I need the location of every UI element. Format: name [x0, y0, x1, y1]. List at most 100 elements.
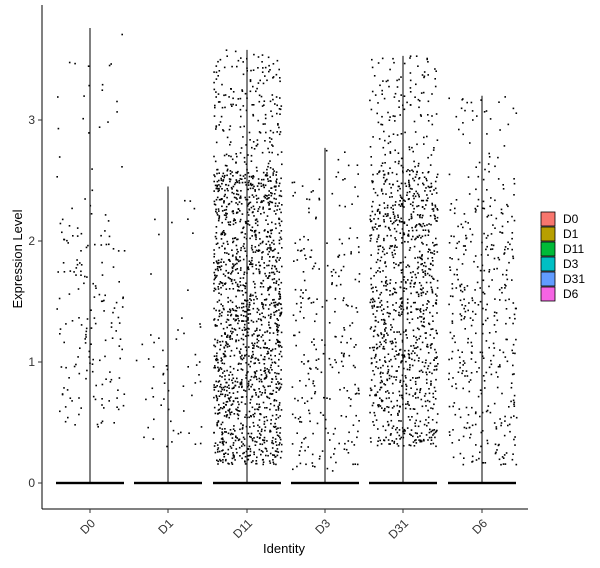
data-point: [303, 354, 305, 356]
data-point: [274, 450, 277, 452]
data-point: [277, 205, 279, 207]
data-point: [249, 450, 252, 453]
data-point: [415, 276, 417, 279]
data-point: [389, 152, 392, 154]
data-point: [242, 61, 244, 63]
data-point: [415, 377, 417, 379]
data-point: [394, 220, 397, 222]
data-point: [393, 96, 396, 98]
data-point: [512, 255, 514, 258]
data-point: [393, 227, 396, 230]
data-point: [308, 378, 310, 381]
data-point: [416, 192, 419, 195]
data-point: [476, 371, 478, 373]
data-point: [250, 182, 252, 185]
data-point: [392, 204, 394, 207]
data-point: [98, 293, 101, 296]
data-point: [316, 298, 318, 300]
data-point: [415, 291, 418, 294]
data-point: [428, 301, 430, 303]
data-point: [255, 392, 257, 394]
data-point: [247, 313, 250, 315]
data-point: [67, 242, 69, 244]
data-point: [269, 393, 271, 395]
data-point: [216, 301, 219, 303]
data-point: [69, 270, 72, 272]
data-point: [427, 365, 430, 367]
data-point: [265, 377, 267, 379]
data-point: [68, 377, 70, 379]
data-point: [227, 310, 229, 313]
data-point: [225, 431, 227, 433]
data-point: [500, 463, 502, 466]
data-point: [250, 183, 252, 186]
data-point: [433, 403, 435, 406]
data-point: [373, 373, 376, 376]
data-point: [251, 226, 254, 229]
data-point: [261, 302, 263, 304]
data-point: [418, 100, 421, 102]
data-point: [418, 234, 421, 237]
data-point: [419, 389, 421, 391]
data-point: [271, 151, 273, 154]
data-point: [342, 354, 345, 356]
data-point: [257, 250, 259, 252]
data-point: [459, 284, 461, 287]
data-point: [263, 195, 265, 198]
data-point: [406, 368, 409, 371]
data-point: [495, 426, 498, 428]
data-point: [394, 204, 396, 206]
data-point: [493, 257, 496, 260]
data-point: [415, 173, 418, 176]
data-point: [267, 277, 270, 279]
data-point: [384, 261, 387, 263]
data-point: [384, 384, 387, 386]
data-point: [417, 236, 419, 238]
data-point: [235, 104, 237, 106]
data-point: [403, 432, 406, 435]
data-point: [215, 128, 217, 130]
data-point: [465, 237, 468, 239]
data-point: [264, 392, 266, 394]
data-point: [415, 229, 418, 232]
data-point: [431, 343, 433, 345]
data-point: [409, 444, 412, 447]
data-point: [482, 178, 485, 181]
data-point: [250, 184, 253, 187]
data-point: [217, 190, 219, 193]
data-point: [232, 97, 234, 100]
data-point: [408, 191, 411, 193]
data-point: [217, 409, 220, 411]
data-point: [381, 115, 383, 118]
data-point: [220, 314, 223, 317]
data-point: [434, 436, 436, 439]
data-point: [235, 257, 238, 260]
data-point: [386, 204, 389, 207]
data-point: [400, 313, 403, 315]
data-point: [406, 302, 409, 304]
data-point: [280, 443, 283, 446]
data-point: [388, 443, 390, 445]
data-point: [375, 261, 378, 264]
data-point: [224, 164, 227, 167]
data-point: [264, 372, 267, 374]
data-point: [232, 212, 235, 215]
data-point: [423, 261, 426, 264]
data-point: [384, 179, 387, 182]
data-point: [215, 276, 217, 278]
data-point: [392, 292, 394, 295]
data-point: [123, 250, 126, 252]
data-point: [238, 180, 240, 182]
data-point: [460, 223, 463, 226]
data-point: [495, 371, 498, 374]
data-point: [61, 393, 64, 396]
data-point: [263, 356, 266, 358]
data-point: [226, 386, 228, 388]
data-point: [252, 280, 255, 283]
data-point: [435, 237, 437, 240]
data-point: [249, 293, 252, 296]
data-point: [301, 185, 304, 187]
data-point: [271, 94, 274, 96]
data-point: [499, 129, 501, 131]
data-point: [263, 416, 265, 419]
